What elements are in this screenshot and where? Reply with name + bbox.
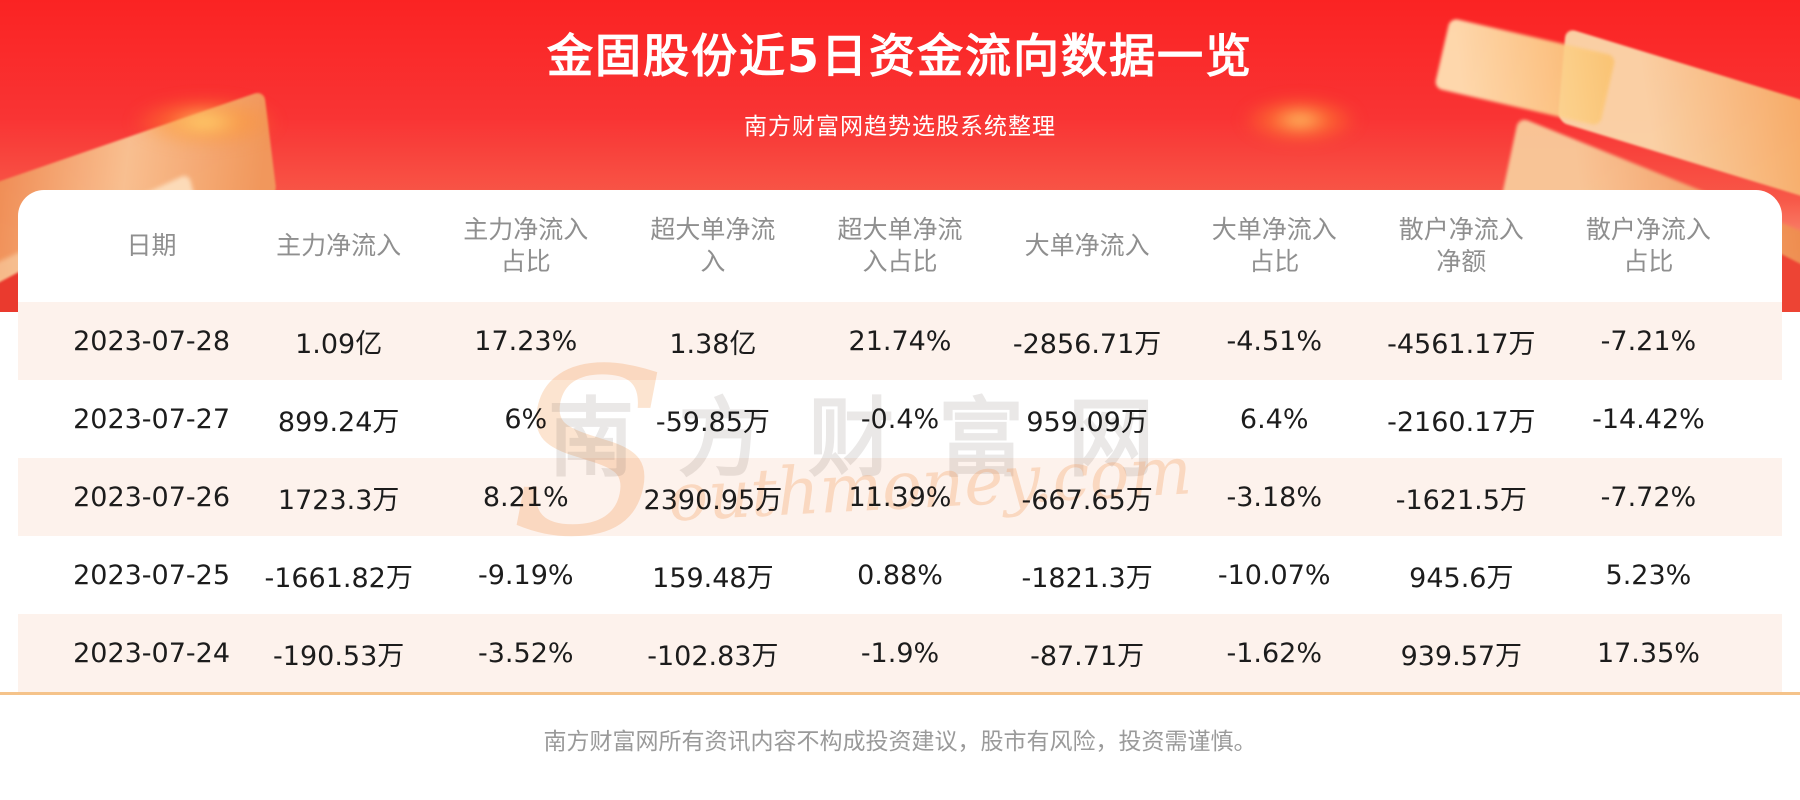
value-cell: 899.24万 — [277, 406, 400, 438]
value-cell: 959.09万 — [1026, 406, 1148, 438]
value-cell: -7.21% — [1600, 325, 1697, 357]
value-cell: 1.38亿 — [669, 328, 757, 360]
value-cell: 17.35% — [1596, 637, 1700, 669]
column-header-label: 超大单净流入 — [650, 214, 776, 277]
value-cell: 0.88% — [857, 559, 943, 591]
value-cell: -87.71万 — [1030, 640, 1145, 672]
date-cell: 2023-07-26 — [73, 481, 231, 513]
value-cell: 17.23% — [474, 325, 578, 357]
column-header-label: 大单净流入 — [1024, 230, 1150, 260]
table-row: 2023-07-27 899.24万 6% -59.85万 -0.4% 959.09万 6.… — [18, 380, 1782, 458]
value-cell: -1.62% — [1226, 637, 1322, 669]
column-header: 大单净流入 — [994, 230, 1181, 263]
table-row: 2023-07-24 -190.53万 -3.52% -102.83万 -1.9% -87… — [18, 614, 1782, 692]
value-cell: -1621.5万 — [1395, 484, 1527, 516]
table-header-row: 日期 主力净流入 主力净流入占比 超大单净流入 超大单净流入占比 大单净流入 大单净流入占比… — [18, 190, 1782, 302]
value-cell: -0.4% — [860, 403, 940, 435]
value-cell: -4.51% — [1226, 325, 1322, 357]
column-header-label: 超大单净流入占比 — [837, 214, 963, 277]
value-cell: -59.85万 — [655, 406, 770, 438]
value-cell: 21.74% — [848, 325, 952, 357]
date-cell: 2023-07-25 — [73, 559, 231, 591]
value-cell: 939.57万 — [1400, 640, 1523, 672]
value-cell: -102.83万 — [647, 640, 779, 672]
value-cell: 1.09亿 — [295, 328, 383, 360]
value-cell: -2160.17万 — [1387, 406, 1536, 438]
footer-divider-line — [0, 692, 1800, 695]
date-cell: 2023-07-27 — [73, 403, 231, 435]
table-body: 2023-07-28 1.09亿 17.23% 1.38亿 21.74% -2856.71… — [18, 302, 1782, 692]
fund-flow-table-card: 日期 主力净流入 主力净流入占比 超大单净流入 超大单净流入占比 大单净流入 大单净流入占比… — [18, 190, 1782, 692]
value-cell: -3.52% — [478, 637, 574, 669]
table-row: 2023-07-28 1.09亿 17.23% 1.38亿 21.74% -2856.71… — [18, 302, 1782, 380]
banner-text-block: 金固股份近5日资金流向数据一览 南方财富网趋势选股系统整理 — [0, 30, 1800, 141]
column-header-label: 日期 — [126, 230, 177, 260]
value-cell: 11.39% — [848, 481, 952, 513]
column-header: 超大单净流入 — [619, 214, 806, 279]
column-header: 大单净流入占比 — [1181, 214, 1368, 279]
column-header: 散户净流入占比 — [1555, 214, 1742, 279]
value-cell: -4561.17万 — [1387, 328, 1536, 360]
column-header-label: 大单净流入占比 — [1211, 214, 1337, 277]
value-cell: -2856.71万 — [1012, 328, 1162, 360]
value-cell: -7.72% — [1600, 481, 1697, 513]
column-header-label: 散户净流入占比 — [1585, 214, 1711, 277]
value-cell: 1723.3万 — [277, 484, 400, 516]
column-header-label: 主力净流入 — [276, 230, 402, 260]
column-header: 超大单净流入占比 — [806, 214, 993, 279]
value-cell: 8.21% — [482, 481, 569, 513]
value-cell: 5.23% — [1605, 559, 1692, 591]
value-cell: -667.65万 — [1021, 484, 1153, 516]
column-header: 主力净流入 — [245, 230, 432, 263]
column-header: 主力净流入占比 — [432, 214, 619, 279]
value-cell: -3.18% — [1226, 481, 1322, 513]
date-cell: 2023-07-24 — [73, 637, 231, 669]
page-title: 金固股份近5日资金流向数据一览 — [546, 29, 1253, 83]
column-header: 日期 — [58, 230, 245, 263]
value-cell: -9.19% — [478, 559, 574, 591]
value-cell: 159.48万 — [652, 562, 774, 594]
column-header-label: 散户净流入净额 — [1398, 214, 1524, 277]
table-row: 2023-07-25 -1661.82万 -9.19% 159.48万 0.88% -18… — [18, 536, 1782, 614]
column-header: 散户净流入净额 — [1368, 214, 1555, 279]
value-cell: -190.53万 — [273, 640, 405, 672]
page-subtitle: 南方财富网趋势选股系统整理 — [744, 113, 1056, 140]
value-cell: 945.6万 — [1409, 562, 1514, 594]
table-row: 2023-07-26 1723.3万 8.21% 2390.95万 11.39% -667… — [18, 458, 1782, 536]
column-header-label: 主力净流入占比 — [463, 214, 589, 277]
value-cell: -1.9% — [860, 637, 940, 669]
value-cell: -1661.82万 — [264, 562, 413, 594]
date-cell: 2023-07-28 — [73, 325, 231, 357]
value-cell: 6% — [504, 403, 548, 435]
value-cell: -14.42% — [1592, 403, 1705, 435]
value-cell: 6.4% — [1239, 403, 1309, 435]
disclaimer-text: 南方财富网所有资讯内容不构成投资建议，股市有风险，投资需谨慎。 — [543, 729, 1257, 755]
value-cell: -10.07% — [1217, 559, 1331, 591]
value-cell: 2390.95万 — [643, 484, 783, 516]
value-cell: -1821.3万 — [1021, 562, 1153, 594]
